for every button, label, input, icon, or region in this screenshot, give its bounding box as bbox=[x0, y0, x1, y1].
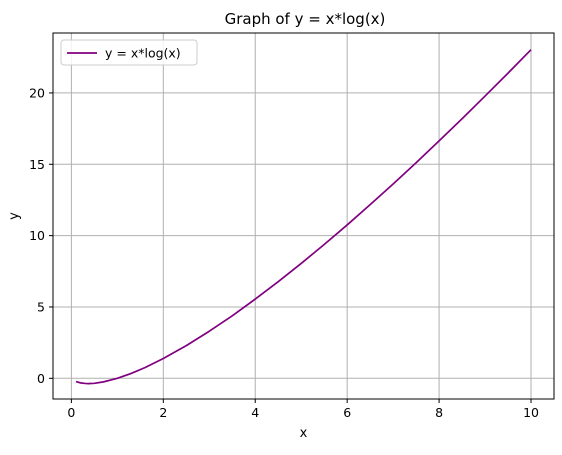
x-tick-label: 8 bbox=[435, 405, 443, 420]
grid-lines bbox=[53, 33, 554, 399]
x-tick-label: 10 bbox=[523, 405, 539, 420]
y-tick-label: 0 bbox=[37, 371, 45, 386]
y-axis-ticks: 0 5 10 15 20 bbox=[29, 85, 53, 386]
y-axis-label: y bbox=[7, 212, 22, 220]
y-tick-label: 15 bbox=[29, 157, 45, 172]
plot-frame bbox=[52, 32, 555, 400]
y-tick-label: 5 bbox=[37, 299, 45, 314]
y-tick-label: 10 bbox=[29, 228, 45, 243]
x-axis-label: x bbox=[300, 426, 308, 441]
x-tick-label: 0 bbox=[67, 405, 75, 420]
series-layer bbox=[75, 49, 532, 385]
x-tick-label: 2 bbox=[159, 405, 167, 420]
legend-label: y = x*log(x) bbox=[105, 46, 181, 61]
y-tick-label: 20 bbox=[29, 85, 45, 100]
legend-box bbox=[60, 39, 198, 66]
x-tick-label: 6 bbox=[343, 405, 351, 420]
x-tick-label: 4 bbox=[251, 405, 259, 420]
series-line bbox=[75, 49, 532, 385]
legend: y = x*log(x) bbox=[60, 39, 198, 66]
x-axis-ticks: 0 2 4 6 8 10 bbox=[67, 399, 539, 420]
chart-title: Graph of y = x*log(x) bbox=[225, 10, 386, 28]
